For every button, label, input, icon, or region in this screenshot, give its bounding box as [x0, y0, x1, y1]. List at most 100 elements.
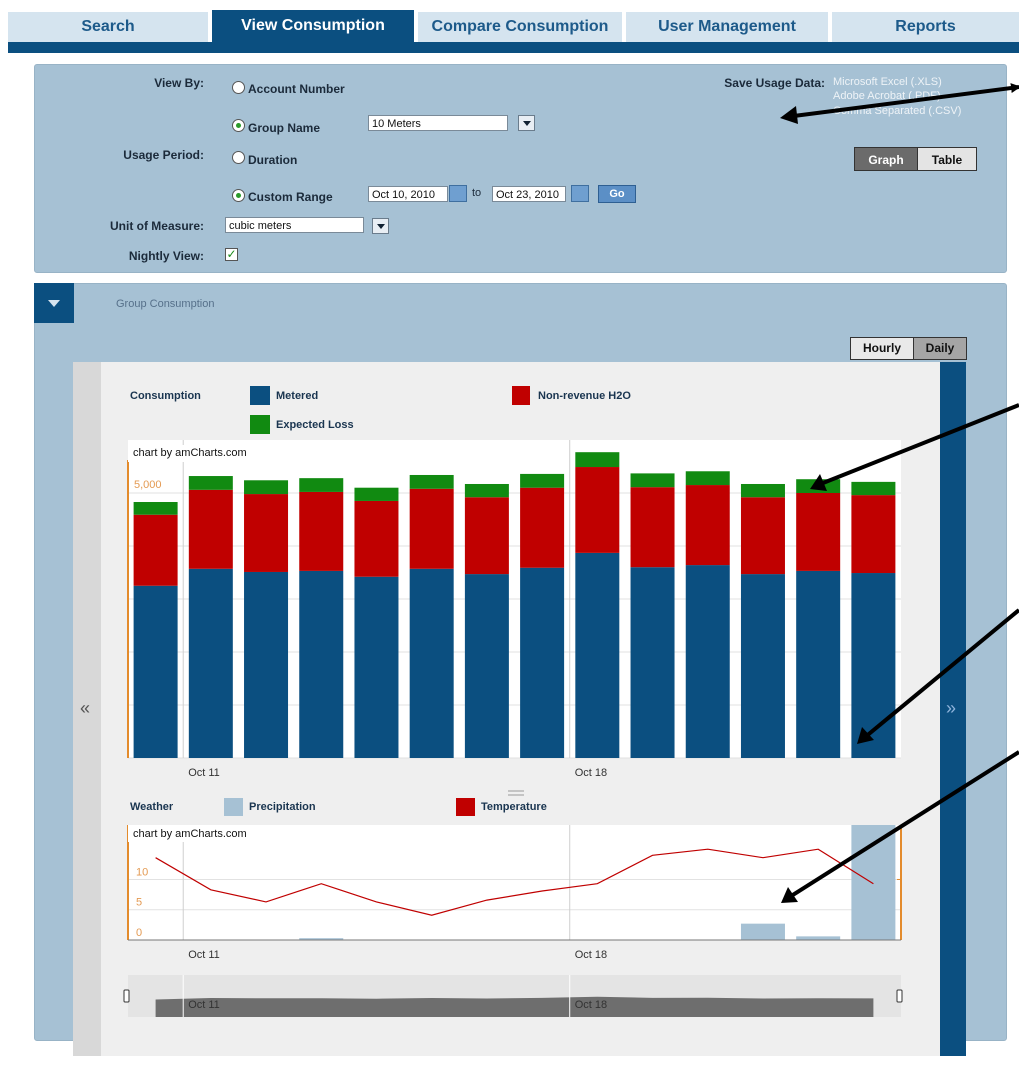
- label: Usage Period:: [123, 148, 204, 162]
- option: Group Name: [248, 121, 321, 135]
- bar-segment: [354, 576, 399, 758]
- bar-segment: [851, 573, 896, 758]
- tab-active[interactable]: View Consumption: [212, 10, 414, 53]
- bar-segment: [244, 571, 289, 758]
- arrow: [785, 83, 1019, 119]
- select[interactable]: 10 Meters: [368, 115, 508, 131]
- plot-area: [128, 825, 901, 940]
- dropdown-button[interactable]: [372, 218, 389, 234]
- navigator-label: Oct 11: [188, 999, 220, 1011]
- x-tick-label: Oct 11: [188, 949, 220, 961]
- date-input[interactable]: Oct 23, 2010: [492, 186, 566, 202]
- daily-toggle[interactable]: Daily: [913, 337, 967, 360]
- bar-segment: [299, 570, 344, 758]
- arrow-head: [780, 106, 798, 124]
- bar-segment: [630, 473, 675, 488]
- bar-segment: [685, 471, 730, 486]
- next-arrow[interactable]: »: [946, 698, 957, 718]
- form-panel: [34, 64, 1007, 273]
- temperature-line: [155, 848, 874, 916]
- bar-segment: [464, 483, 509, 498]
- save-option[interactable]: Microsoft Excel (.XLS): [833, 76, 942, 88]
- checkbox[interactable]: ✓: [225, 247, 238, 261]
- annotation-arrows: [780, 83, 1019, 903]
- legend-label: Expected Loss: [276, 419, 354, 431]
- table-toggle[interactable]: Table: [917, 147, 977, 171]
- bar-segment: [188, 489, 233, 569]
- prev-arrow[interactable]: «: [80, 698, 91, 718]
- select[interactable]: cubic meters: [225, 217, 364, 233]
- bar-segment: [299, 491, 344, 571]
- bar-segment: [244, 494, 289, 572]
- scroll-left-strip[interactable]: [73, 362, 101, 1056]
- bar-segment: [630, 567, 675, 758]
- precip-bar: [796, 936, 841, 940]
- hourly-toggle[interactable]: Hourly: [850, 337, 914, 360]
- y-tick-label: 5: [136, 897, 142, 909]
- arrow-head: [857, 727, 874, 744]
- bar-segment: [740, 497, 785, 575]
- label: Nightly View:: [128, 249, 204, 263]
- legend-swatch: [250, 415, 270, 434]
- tab[interactable]: Search: [8, 12, 208, 42]
- navigator-area: [155, 996, 874, 1017]
- arrow-head: [810, 474, 827, 491]
- label: Unit of Measure:: [109, 219, 204, 233]
- tab[interactable]: Reports: [832, 12, 1019, 42]
- precip-bar: [740, 923, 785, 940]
- arrow: [786, 750, 1019, 900]
- chart-layer: Consumption Metered Non-revenue H2O Expecte…: [123, 386, 903, 1017]
- x-tick-label: Oct 18: [575, 767, 607, 779]
- bar-segment: [796, 570, 841, 758]
- collapse-button[interactable]: [34, 283, 74, 323]
- legend-swatch: [224, 798, 243, 816]
- navigator-handle: [123, 989, 130, 1003]
- bar-segment: [188, 568, 233, 758]
- calendar-button[interactable]: [571, 185, 589, 202]
- calendar-button[interactable]: [449, 185, 467, 202]
- option: Account Number: [248, 82, 345, 96]
- legend-title: Consumption: [130, 390, 201, 402]
- precip-bar: [299, 938, 344, 940]
- bar-segment: [685, 565, 730, 758]
- tab[interactable]: User Management: [626, 12, 828, 42]
- option: Duration: [248, 153, 298, 167]
- bar-segment: [409, 488, 454, 569]
- bar-segment: [685, 485, 730, 566]
- scroll-right-strip[interactable]: [940, 362, 966, 1056]
- radio[interactable]: [232, 189, 245, 202]
- bar-segment: [133, 502, 178, 515]
- bar-segment: [575, 552, 620, 758]
- bar-segment: [409, 568, 454, 758]
- x-tick-label: Oct 18: [575, 949, 607, 961]
- graph-toggle[interactable]: Graph: [854, 147, 918, 171]
- credit-box: [128, 825, 278, 842]
- legend-label: Temperature: [481, 801, 547, 813]
- save-label: Save Usage Data:: [724, 76, 825, 90]
- bar-segment: [851, 481, 896, 496]
- navigator-label: Oct 18: [575, 999, 607, 1011]
- bar-segment: [796, 493, 841, 571]
- radio[interactable]: [232, 151, 245, 164]
- bar-segment: [409, 474, 454, 489]
- bar-segment: [354, 500, 399, 577]
- bar-segment: [520, 567, 565, 758]
- option: Custom Range: [248, 190, 333, 204]
- go-button[interactable]: Go: [598, 185, 636, 203]
- x-tick-label: Oct 11: [188, 767, 220, 779]
- bar-segment: [520, 487, 565, 568]
- panel-title: Group Consumption: [116, 298, 215, 310]
- bar-segment: [354, 487, 399, 501]
- date-input[interactable]: Oct 10, 2010: [368, 186, 448, 202]
- dropdown-button[interactable]: [518, 115, 535, 131]
- credit: chart by amCharts.com: [133, 447, 247, 459]
- label: View By:: [154, 76, 204, 90]
- radio[interactable]: [232, 81, 245, 94]
- navigator-handle: [896, 989, 903, 1003]
- bar-segment: [740, 483, 785, 498]
- tab[interactable]: Compare Consumption: [418, 12, 622, 42]
- radio[interactable]: [232, 119, 245, 132]
- y-tick-label: 5,000: [134, 479, 162, 491]
- y-tick-label: 0: [136, 927, 142, 939]
- legend-label: Metered: [276, 390, 318, 402]
